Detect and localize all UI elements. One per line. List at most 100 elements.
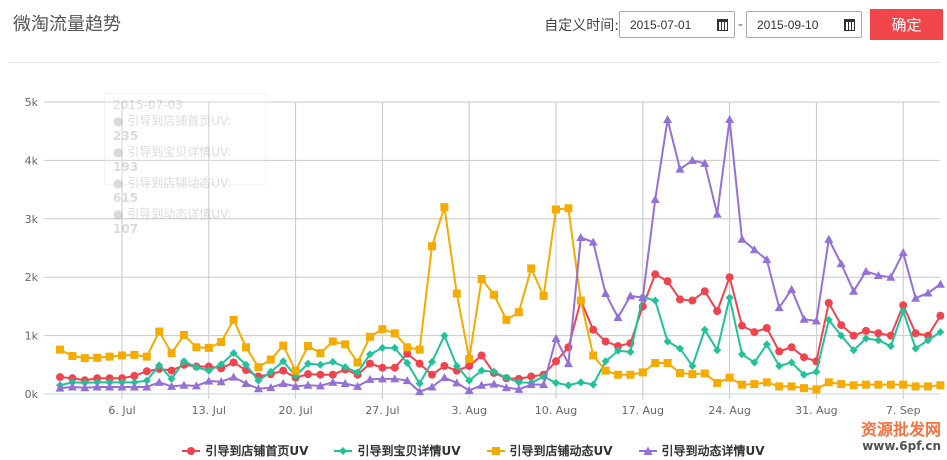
y-tick-label: 4k (25, 154, 39, 167)
data-point (217, 360, 226, 369)
data-point (812, 385, 821, 394)
data-point (117, 382, 127, 391)
data-point (180, 357, 188, 366)
end-date-value: 2015-09-10 (757, 17, 819, 32)
data-point (700, 287, 709, 296)
data-point (242, 343, 250, 352)
data-point (800, 370, 808, 379)
data-point (415, 359, 424, 368)
data-point (68, 374, 77, 383)
square-marker-icon (486, 446, 505, 455)
date-range: 自定义时间: 2015-07-01 - 2015-09-10 确定 (544, 9, 943, 40)
data-point (266, 367, 275, 376)
start-date-input[interactable]: 2015-07-01 (618, 11, 735, 38)
data-point (502, 315, 511, 324)
tooltip-row: ● 引导到店铺首页UV: 235 (113, 113, 232, 144)
data-point (651, 359, 660, 368)
data-point (862, 380, 870, 389)
watermark: 资源批发网 www.6pf.cn (860, 420, 941, 454)
end-date-input[interactable]: 2015-09-10 (746, 11, 862, 38)
data-point (725, 273, 734, 282)
data-point (911, 344, 920, 353)
data-point (564, 381, 573, 390)
y-tick-label: 5k (25, 96, 39, 109)
data-point (315, 381, 325, 390)
x-tick-label: 3. Aug (451, 404, 486, 417)
data-point (316, 360, 325, 369)
data-point (812, 367, 821, 376)
data-point (278, 378, 288, 387)
data-point (676, 344, 684, 353)
data-point (229, 349, 238, 358)
data-point (154, 377, 164, 386)
data-point (341, 363, 350, 372)
data-point (365, 374, 375, 383)
data-point (328, 370, 337, 379)
data-point (576, 378, 585, 387)
data-point (56, 373, 64, 382)
x-tick-label: 7. Sep (886, 404, 921, 417)
calendar-icon[interactable] (716, 18, 728, 31)
data-point (936, 381, 945, 390)
data-point (737, 234, 747, 243)
data-point (279, 357, 288, 366)
data-point (93, 378, 102, 387)
legend-item[interactable]: 引导到动态详情UV (638, 442, 765, 459)
confirm-button[interactable]: 确定 (870, 9, 943, 40)
data-point (589, 325, 598, 334)
data-point (93, 353, 102, 362)
data-point (465, 376, 474, 385)
data-point (167, 381, 177, 390)
circle-marker-icon (182, 446, 201, 455)
data-point (750, 380, 759, 389)
data-point (142, 352, 151, 361)
data-point (576, 232, 586, 241)
data-point (564, 204, 573, 213)
data-point (415, 387, 425, 396)
data-point (651, 296, 660, 305)
data-point (824, 315, 833, 324)
data-point (105, 382, 115, 391)
data-point (626, 347, 635, 356)
tooltip: 2015-07-03 ● 引导到店铺首页UV: 235 ● 引导到宝贝详情UV:… (104, 93, 266, 236)
data-point (266, 355, 275, 364)
x-tick-label: 24. Aug (708, 404, 750, 417)
legend-label: 引导到动态详情UV (661, 444, 765, 458)
data-point (217, 338, 226, 347)
data-point (55, 383, 65, 392)
data-point (118, 378, 126, 387)
data-point (452, 361, 461, 370)
data-point (341, 340, 350, 349)
data-point (663, 359, 672, 368)
data-point (849, 286, 859, 295)
legend-item[interactable]: 引导到店铺动态UV (486, 442, 613, 459)
data-point (811, 316, 821, 325)
legend-item[interactable]: 引导到宝贝详情UV (334, 442, 461, 459)
data-point (266, 383, 276, 392)
data-point (464, 385, 474, 394)
data-point (279, 366, 288, 375)
data-point (477, 380, 487, 389)
data-point (688, 296, 697, 305)
x-tick-label: 6. Jul (108, 404, 135, 417)
data-point (180, 331, 188, 340)
data-point (390, 363, 399, 372)
start-date-value: 2015-07-01 (629, 17, 692, 32)
data-point (304, 370, 312, 379)
data-point (118, 374, 126, 383)
data-point (353, 381, 363, 390)
data-point (92, 382, 102, 391)
data-point (849, 346, 858, 355)
x-tick-label: 27. Jul (365, 404, 399, 417)
data-point (366, 332, 374, 341)
data-point (588, 237, 598, 246)
data-point (762, 324, 771, 333)
calendar-icon[interactable] (844, 18, 855, 31)
x-tick-label: 20. Jul (278, 404, 312, 417)
data-point (204, 376, 214, 385)
data-point (626, 370, 635, 379)
data-point (849, 381, 858, 390)
data-point (390, 343, 399, 352)
data-point (118, 351, 126, 360)
legend-item[interactable]: 引导到店铺首页UV (182, 442, 308, 459)
